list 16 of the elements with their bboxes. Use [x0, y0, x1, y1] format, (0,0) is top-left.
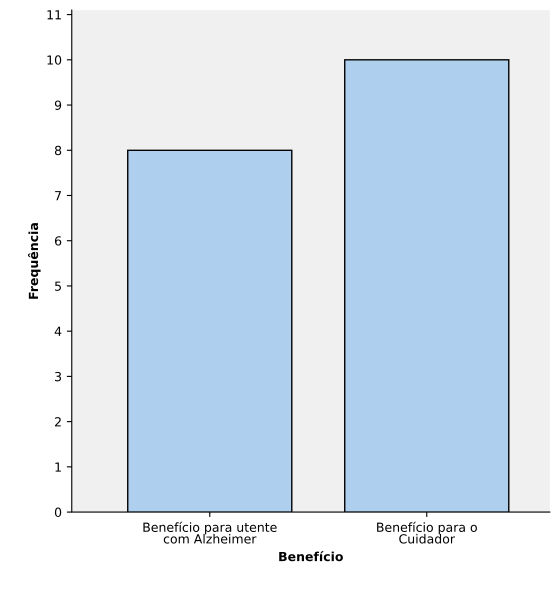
- x-tick-label: Benefício para o Cuidador: [377, 522, 477, 544]
- y-tick-label: 6: [54, 236, 62, 246]
- y-tick-label: 3: [55, 372, 62, 382]
- y-tick-label: 10: [48, 55, 62, 65]
- x-axis-title: Benefício: [279, 551, 343, 562]
- y-tick-label: 7: [55, 191, 61, 200]
- y-axis-title: Frequência: [28, 223, 41, 299]
- y-tick-label: 1: [55, 462, 61, 472]
- y-tick-label: 11: [48, 10, 61, 20]
- x-tick-label: Benefício para utente com Alzheimer: [143, 522, 277, 544]
- y-tick-label: 0: [54, 508, 62, 518]
- y-tick-label: 8: [54, 146, 62, 156]
- y-tick-label: 9: [54, 100, 62, 110]
- y-tick-label: 4: [54, 326, 62, 336]
- y-tick-label: 2: [55, 417, 61, 426]
- y-tick-label: 5: [55, 282, 61, 291]
